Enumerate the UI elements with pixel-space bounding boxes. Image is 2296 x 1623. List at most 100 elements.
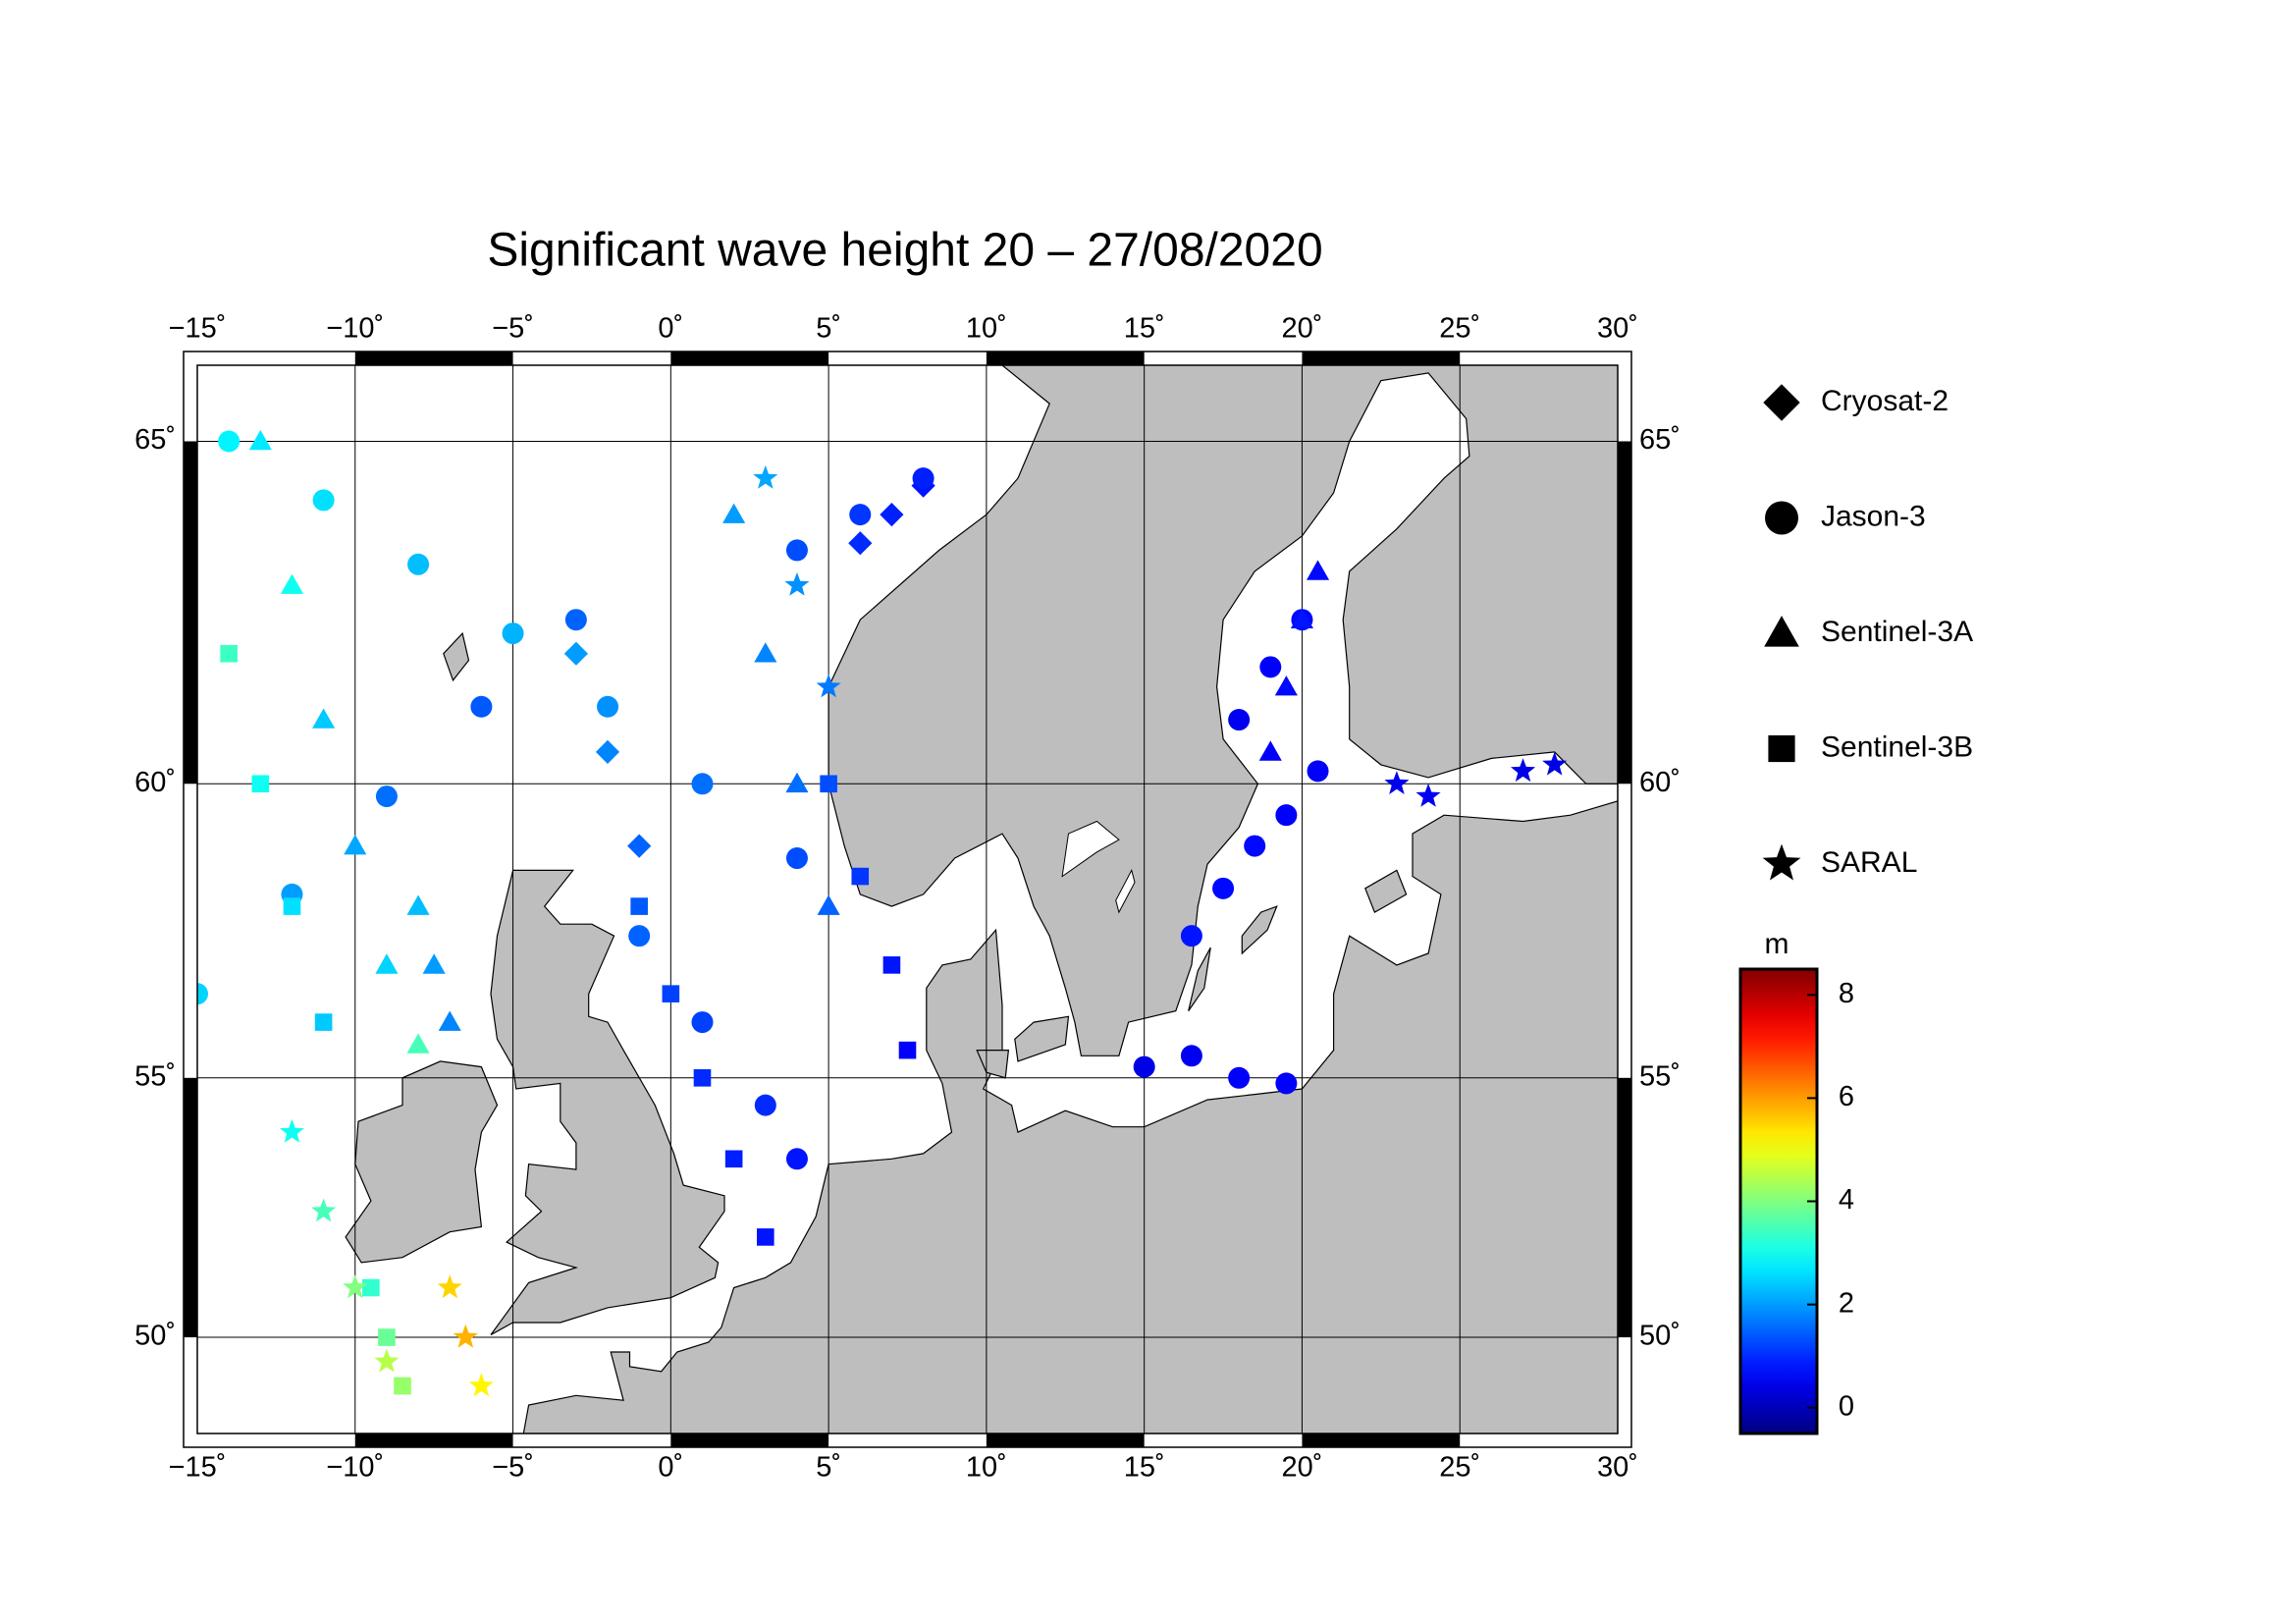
observation	[312, 489, 335, 512]
observation	[1228, 1066, 1251, 1089]
land-polygon	[345, 1060, 499, 1264]
x-tick-label: 5˚	[816, 1452, 841, 1484]
legend-marker	[1764, 616, 1799, 647]
map-border	[196, 364, 1619, 1434]
colorbar-tick-label: 4	[1839, 1184, 1854, 1216]
frame-bar	[670, 1434, 829, 1447]
x-tick-label: 20˚	[1281, 1452, 1322, 1484]
map-outer-border	[183, 351, 1632, 1448]
observation	[197, 983, 208, 1005]
legend-marker	[1763, 384, 1800, 421]
x-tick-label: 15˚	[1124, 313, 1165, 345]
observation	[453, 1324, 478, 1348]
legend-label: Sentinel-3A	[1821, 616, 1973, 648]
observation	[1180, 925, 1202, 947]
colorbar-tick-label: 8	[1839, 978, 1854, 1009]
observation	[1415, 783, 1441, 807]
observation	[312, 708, 336, 729]
y-tick-label: 50˚	[1639, 1321, 1681, 1352]
observation	[1384, 771, 1410, 794]
observation	[1275, 1072, 1298, 1095]
x-tick-label: 0˚	[658, 313, 683, 345]
lake	[1061, 820, 1120, 878]
x-tick-label: 30˚	[1597, 1452, 1638, 1484]
observation	[438, 1010, 461, 1031]
observation	[754, 642, 777, 663]
map-title: Significant wave height 20 – 27/08/2020	[487, 225, 1322, 277]
y-tick-label: 55˚	[1639, 1060, 1681, 1092]
observation	[628, 925, 651, 947]
observation	[220, 644, 238, 663]
observation	[251, 775, 270, 793]
x-tick-label: −10˚	[326, 1452, 384, 1484]
x-tick-label: 15˚	[1124, 1452, 1165, 1484]
land-polygon	[1188, 947, 1211, 1011]
observation	[784, 571, 810, 596]
observation	[1307, 760, 1329, 783]
observation	[597, 695, 619, 718]
frame-bar	[184, 441, 197, 784]
observation	[280, 573, 303, 594]
x-tick-label: 5˚	[816, 313, 841, 345]
y-tick-label: 55˚	[134, 1060, 176, 1092]
observation	[374, 1348, 400, 1373]
y-tick-label: 65˚	[1639, 424, 1681, 456]
land-polygon	[490, 869, 725, 1336]
observation	[1228, 709, 1251, 731]
observation	[1212, 877, 1235, 899]
x-tick-label: 10˚	[966, 1452, 1007, 1484]
observation	[816, 674, 841, 698]
lake	[1115, 869, 1136, 914]
observation	[344, 835, 367, 855]
observation	[1259, 656, 1282, 678]
legend-marker	[1768, 734, 1795, 763]
observation	[912, 467, 934, 490]
observation	[1290, 608, 1313, 628]
land-polygon	[443, 631, 470, 682]
observation	[1274, 676, 1298, 696]
observation	[630, 897, 648, 915]
frame-bar	[354, 352, 513, 365]
observation	[314, 1013, 333, 1031]
legend-label: Sentinel-3B	[1821, 730, 1973, 763]
observation	[693, 1069, 712, 1087]
x-tick-label: −15˚	[169, 313, 227, 345]
observation	[817, 894, 840, 915]
frame-bar	[1618, 1077, 1631, 1338]
observation	[1244, 835, 1266, 857]
x-tick-label: 0˚	[658, 1452, 683, 1484]
observation	[311, 1198, 337, 1222]
x-tick-label: −15˚	[169, 1452, 227, 1484]
observation	[1307, 560, 1330, 580]
frame-bar	[670, 352, 829, 365]
observation	[1542, 751, 1568, 776]
colorbar	[1738, 967, 1819, 1435]
observation	[785, 847, 808, 870]
observation	[406, 894, 430, 915]
frame-bar	[1302, 352, 1461, 365]
y-tick-label: 65˚	[134, 424, 176, 456]
legend-label: Cryosat-2	[1821, 385, 1949, 417]
colorbar-tick-label: 2	[1839, 1287, 1854, 1319]
observation	[362, 1278, 380, 1297]
observation	[753, 464, 778, 489]
x-tick-label: 25˚	[1439, 313, 1480, 345]
observation	[375, 953, 399, 974]
observation	[785, 1148, 808, 1170]
observation	[849, 504, 872, 526]
observation	[785, 539, 808, 562]
land-polygon	[828, 365, 1618, 1056]
observation	[785, 772, 809, 793]
observation	[564, 609, 587, 631]
observation	[1258, 740, 1282, 761]
colorbar-tick-label: 0	[1839, 1390, 1854, 1422]
observations	[197, 429, 1568, 1397]
frame-bar	[1302, 1434, 1461, 1447]
observation	[563, 641, 588, 666]
observation	[691, 1011, 714, 1034]
observation	[437, 1274, 462, 1299]
colorbar-tick-label: 6	[1839, 1081, 1854, 1112]
observation	[627, 834, 652, 858]
observation	[1511, 758, 1536, 783]
